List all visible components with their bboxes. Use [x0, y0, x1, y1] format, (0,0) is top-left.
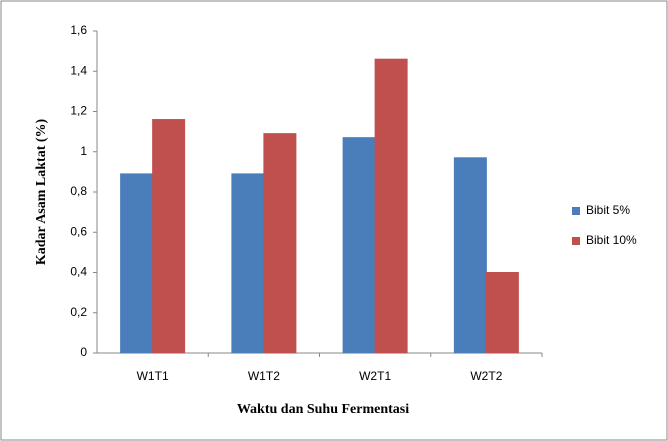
legend-swatch — [572, 237, 580, 245]
bar — [485, 272, 519, 354]
bar — [152, 119, 186, 354]
y-tick-label: 0,2 — [70, 305, 87, 319]
x-tick-label: W1T2 — [248, 369, 280, 383]
y-tick-label: 0,6 — [70, 224, 87, 238]
y-tick-label: 0,8 — [70, 184, 87, 198]
legend-label: Bibit 5% — [586, 203, 630, 217]
y-tick-label: 1,2 — [70, 104, 87, 118]
x-tick-label: W1T1 — [137, 369, 169, 383]
bar — [263, 133, 297, 354]
bar — [453, 157, 487, 354]
x-axis-label: Waktu dan Suhu Fermentasi — [237, 402, 409, 417]
y-tick-label: 0 — [80, 345, 87, 359]
x-tick-label: W2T1 — [359, 369, 391, 383]
bar — [374, 58, 408, 354]
x-tick-label: W2T2 — [470, 369, 502, 383]
legend-label: Bibit 10% — [586, 233, 637, 247]
y-tick-label: 1 — [80, 144, 87, 158]
y-tick-label: 0,4 — [70, 265, 87, 279]
bar — [120, 173, 154, 354]
y-axis-label: Kadar Asam Laktat (%) — [34, 118, 49, 265]
y-tick-label: 1,4 — [70, 63, 87, 77]
bar — [342, 137, 376, 354]
y-tick-label: 1,6 — [70, 23, 87, 37]
legend-swatch — [572, 207, 580, 215]
bar — [231, 173, 265, 354]
